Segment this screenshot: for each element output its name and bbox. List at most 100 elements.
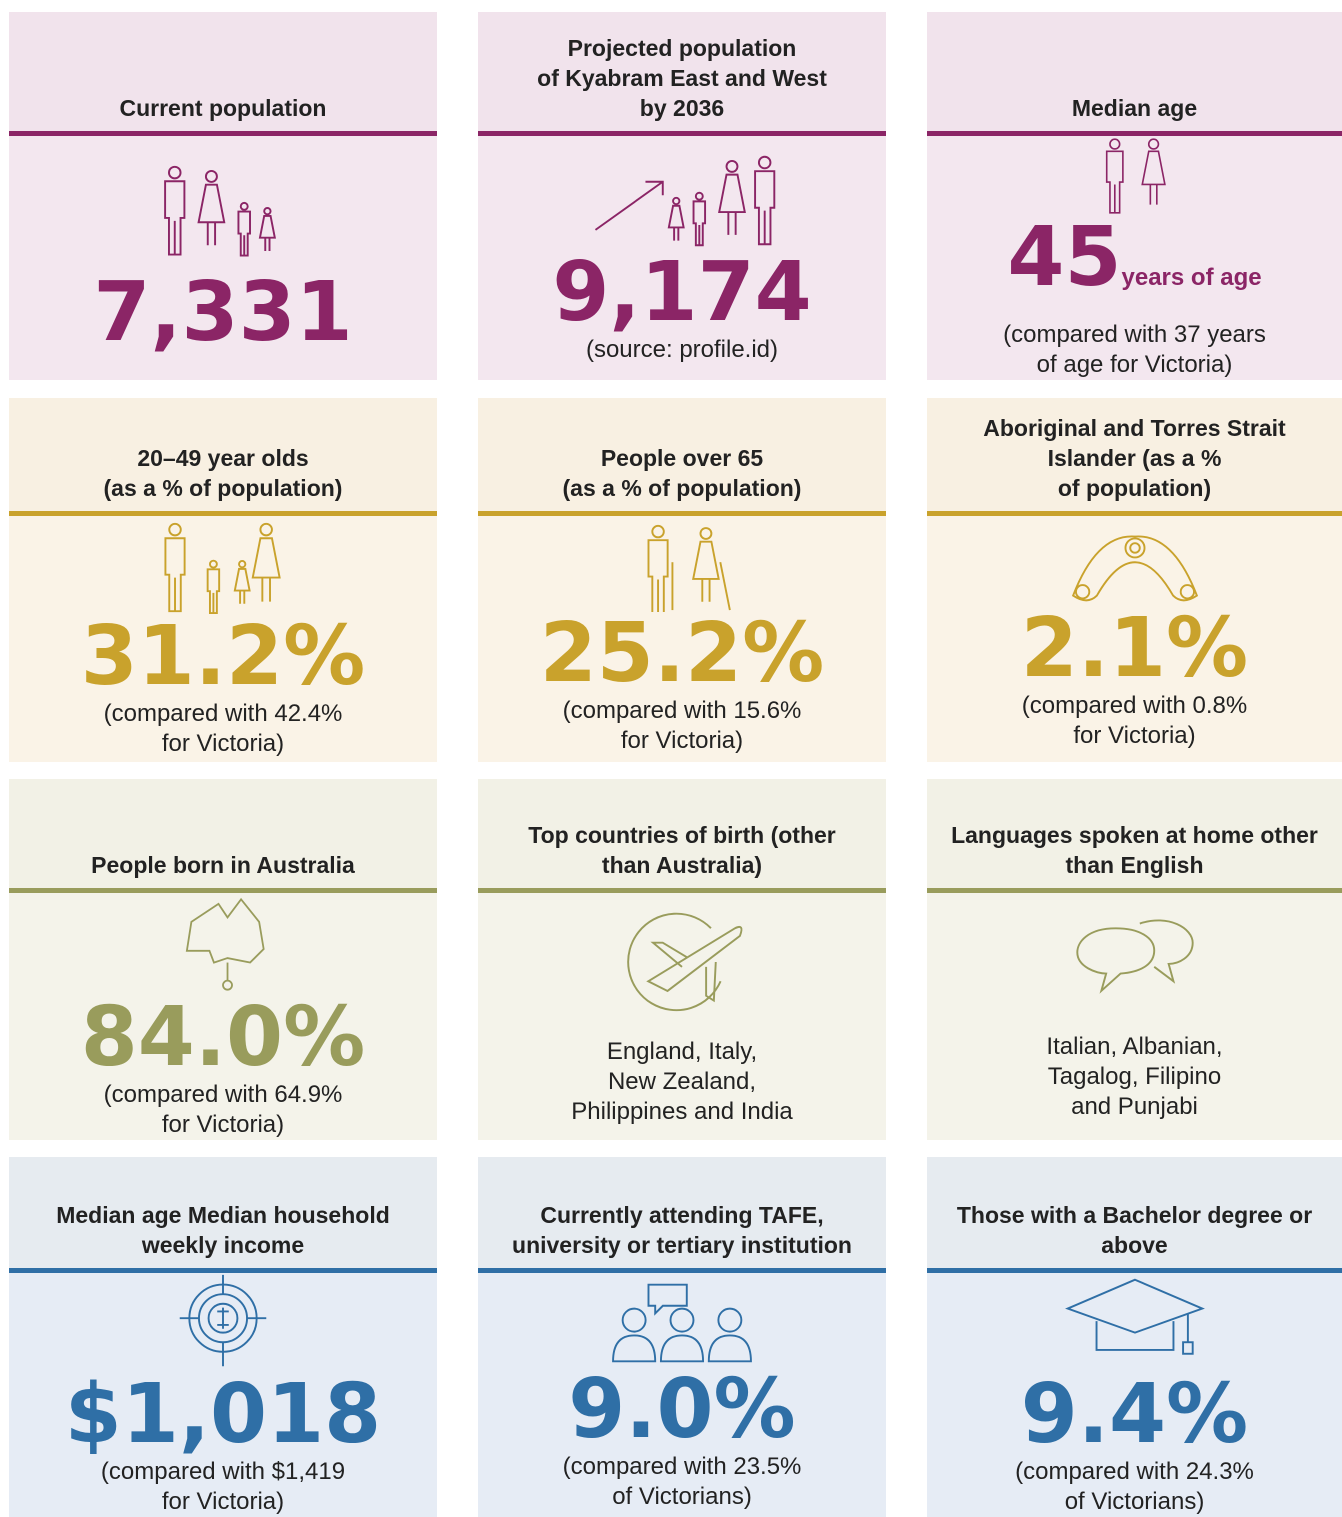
card-title: People over 65 (600, 445, 764, 471)
stat-card: Top countries of birth (other than Austra… (478, 779, 886, 1140)
value-text: 25.2% (539, 606, 825, 701)
note: New Zealand, (607, 1067, 757, 1095)
card-title: Median age (1071, 95, 1198, 121)
card-header: 20–49 year olds (as a % of population) (9, 398, 437, 511)
note: Italian, Albanian, (1046, 1032, 1223, 1060)
card-title: above (1101, 1232, 1168, 1258)
value-text: 84.0% (80, 990, 366, 1085)
value-text: 2.1% (1020, 601, 1249, 696)
divider (927, 888, 1342, 893)
stat-value: 31.2% (81, 614, 365, 699)
card-header: Currently attending TAFE, university or t… (478, 1157, 886, 1268)
divider (927, 511, 1342, 516)
card-body: England, Italy, New Zealand, Philippines a… (478, 893, 886, 1140)
card-title: People born in Australia (91, 852, 355, 878)
note-block: (compared with $1,419 for Victoria) (101, 1457, 345, 1517)
value-text: 9.4% (1020, 1367, 1249, 1462)
card-body: 45years of age (compared with 37 years of … (927, 136, 1342, 380)
note: for Victoria) (161, 1488, 285, 1515)
value-text: $1,018 (64, 1367, 382, 1462)
card-title: Those with a Bachelor degree or (956, 1202, 1313, 1228)
stat-card: 20–49 year olds (as a % of population) 31.… (9, 398, 437, 762)
divider (478, 511, 886, 516)
icon (647, 524, 731, 612)
card-body: 9,174 (source: profile.id) (478, 136, 886, 380)
note-block: (compared with 15.6% for Victoria) (563, 696, 802, 756)
card-title: Islander (as a % (1047, 445, 1222, 471)
note-block: (compared with 64.9% for Victoria) (104, 1080, 343, 1140)
icon (1105, 138, 1166, 214)
stat-card: Languages spoken at home other than Engli… (927, 779, 1342, 1140)
card-body: 2.1% (compared with 0.8% for Victoria) (927, 516, 1342, 762)
note-block: (compared with 24.3% of Victorians) (1015, 1457, 1254, 1517)
card-header: People over 65 (as a % of population) (478, 398, 886, 511)
note: Philippines and India (571, 1097, 793, 1125)
card-body: Italian, Albanian, Tagalog, Filipino and P… (927, 893, 1342, 1140)
note: (compared with 23.5% (562, 1453, 802, 1480)
card-title: Projected population (567, 35, 797, 61)
stat-value: 45years of age (1007, 216, 1261, 320)
note: (compared with 42.4% (103, 699, 343, 727)
card-header: Current population (9, 12, 437, 131)
stat-value: 2.1% (1021, 607, 1248, 691)
icon (1071, 535, 1198, 602)
stat-value: 9.4% (1021, 1373, 1248, 1457)
card-title: Top countries of birth (other (528, 822, 836, 848)
note-block: (source: profile.id) (586, 335, 778, 365)
stat-value: 25.2% (540, 612, 824, 696)
note: for Victoria) (161, 1111, 285, 1138)
note: for Victoria) (620, 727, 744, 754)
card-body: 9.4% (compared with 24.3% of Victorians) (927, 1273, 1342, 1517)
divider (478, 131, 886, 136)
divider (9, 131, 437, 136)
card-title: than Australia) (601, 852, 763, 878)
note-block: (compared with 23.5% of Victorians) (563, 1452, 802, 1512)
card-title: of Kyabram East and West (537, 65, 827, 91)
note: (compared with $1,419 (100, 1458, 346, 1485)
icon (627, 912, 743, 1011)
icon (164, 522, 281, 614)
card-title: Languages spoken at home other (951, 822, 1318, 848)
note: (compared with 37 years (1003, 321, 1266, 348)
icon (185, 897, 265, 991)
card-title: (as a % of population) (103, 475, 343, 501)
icon (594, 155, 776, 247)
value-text: 9,174 (552, 245, 812, 340)
note-block: (compared with 42.4% for Victoria) (104, 699, 343, 759)
stat-value: $1,018 (65, 1373, 381, 1457)
stat-card: Those with a Bachelor degree or above 9.4%… (927, 1157, 1342, 1517)
stat-card: People over 65 (as a % of population) 25.2… (478, 398, 886, 762)
note: for Victoria) (161, 729, 285, 757)
icon (179, 1274, 267, 1367)
stat-value: 7,331 (93, 271, 352, 355)
card-body: $1,018 (compared with $1,419 for Victoria) (9, 1273, 437, 1517)
card-title: than English (1065, 852, 1204, 878)
card-body: 25.2% (compared with 15.6% for Victoria) (478, 516, 886, 762)
card-header: Median age (927, 12, 1342, 131)
divider (478, 1268, 886, 1273)
card-title: Median age Median household (56, 1202, 390, 1228)
card-title: 20–49 year olds (137, 445, 309, 471)
card-header: Projected population of Kyabram East and … (478, 12, 886, 131)
card-header: Median age Median household weekly income (9, 1157, 437, 1268)
stat-card: Median age 45years of age (compared with 3… (927, 12, 1342, 380)
card-title: by 2036 (639, 95, 725, 121)
stat-card: Currently attending TAFE, university or t… (478, 1157, 886, 1517)
note: of Victorians) (1064, 1488, 1205, 1515)
stat-value: 9,174 (552, 251, 811, 335)
card-title: weekly income (141, 1232, 305, 1258)
icon (1075, 918, 1194, 994)
value-text: 45 (1007, 210, 1122, 305)
divider (927, 1268, 1342, 1273)
note: (source: profile.id) (585, 336, 779, 363)
note-block: (compared with 0.8% for Victoria) (1022, 691, 1247, 751)
card-body: 84.0% (compared with 64.9% for Victoria) (9, 893, 437, 1140)
stat-card: Median age Median household weekly income… (9, 1157, 437, 1517)
divider (9, 888, 437, 893)
card-title: of population) (1057, 475, 1212, 501)
divider (9, 511, 437, 516)
card-title: (as a % of population) (562, 475, 802, 501)
stat-value: 84.0% (81, 996, 365, 1080)
stat-card: Projected population of Kyabram East and … (478, 12, 886, 380)
note: for Victoria) (1073, 722, 1196, 749)
